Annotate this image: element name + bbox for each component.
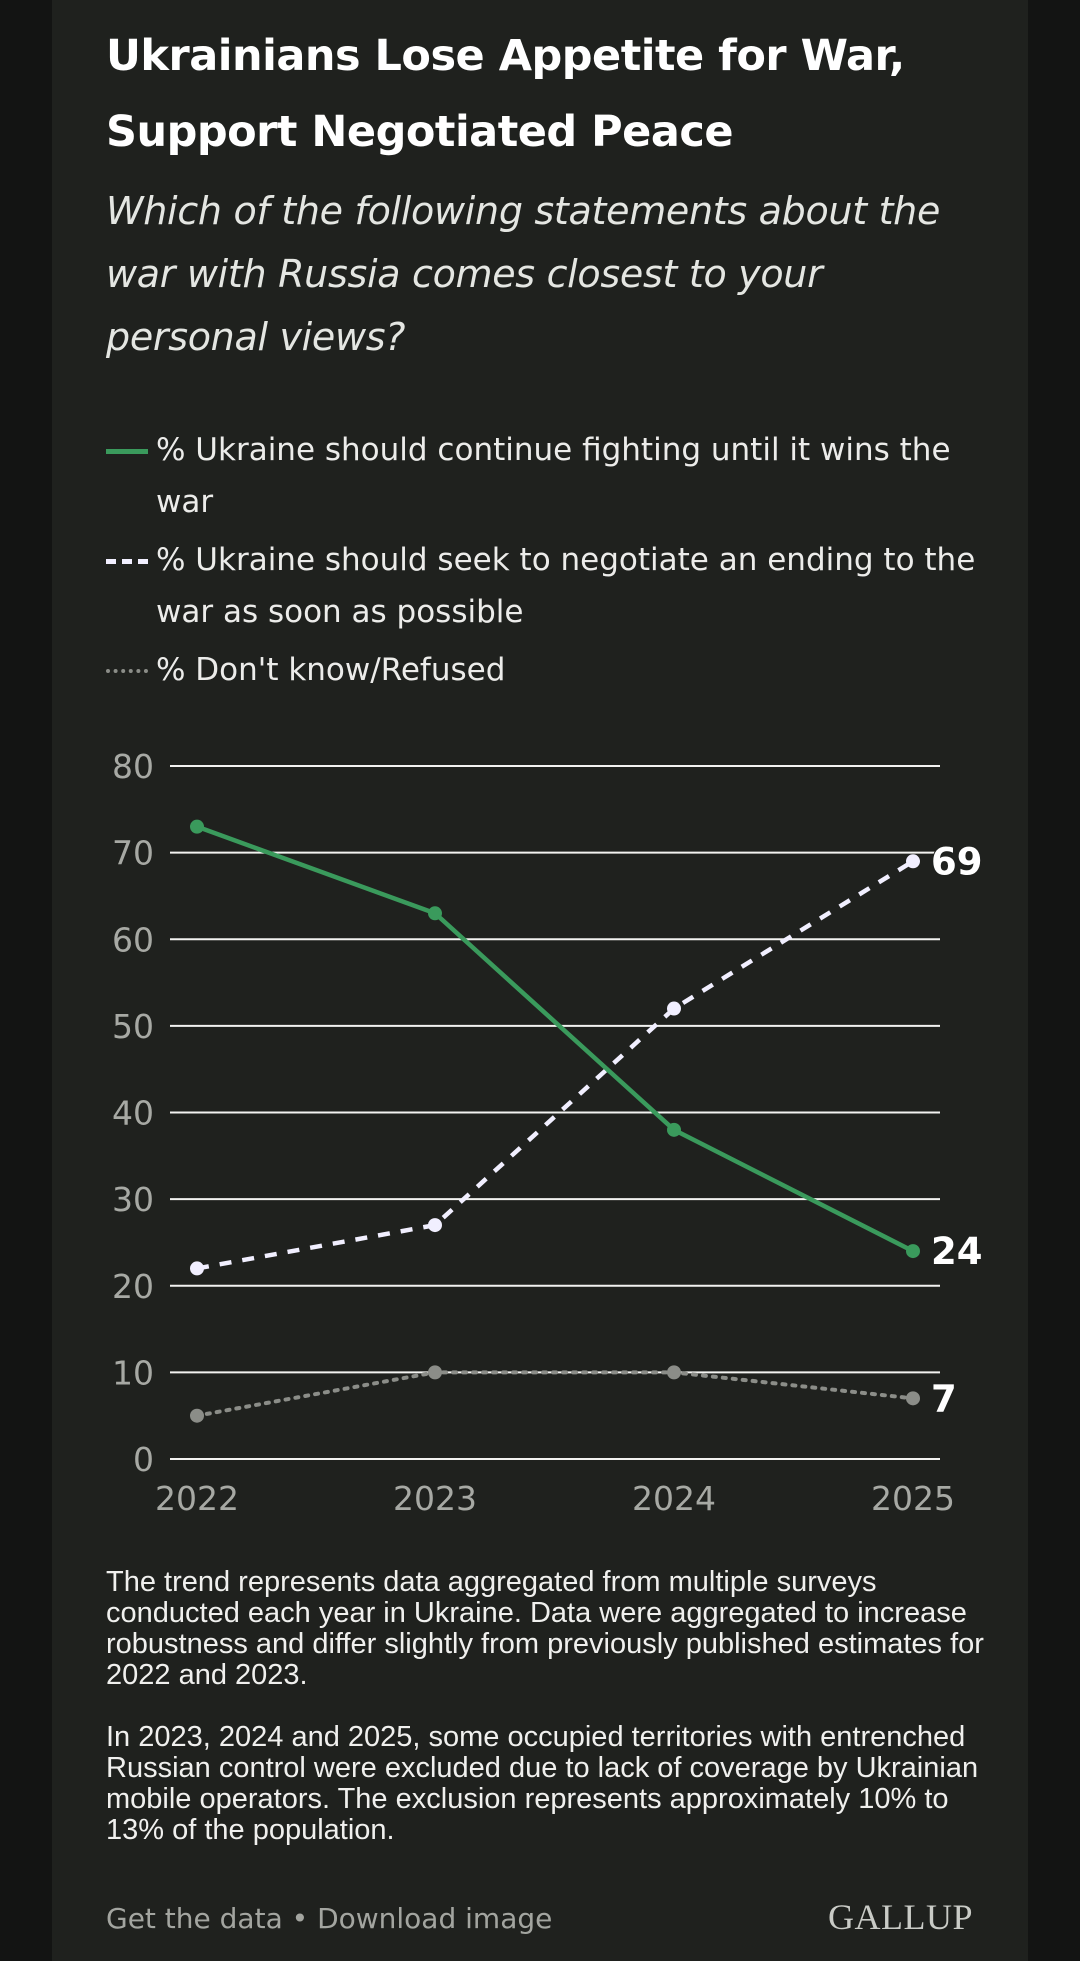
legend-swatch-dotted <box>106 669 148 673</box>
x-tick-label: 2024 <box>632 1479 716 1518</box>
download-image-link[interactable]: Download image <box>317 1902 553 1935</box>
line-chart: 0 10 20 30 40 50 60 70 80 2022 2023 2024 2025 7 69 24 <box>112 747 984 1518</box>
x-tick-label: 2022 <box>155 1479 239 1518</box>
x-tick-label: 2025 <box>871 1479 955 1518</box>
legend-item-negotiate: % Ukraine should seek to negotiate an en… <box>106 534 986 638</box>
y-tick-label: 60 <box>112 920 154 959</box>
legend-label-dont-know: % Don't know/Refused <box>156 652 506 688</box>
data-point <box>428 906 442 921</box>
chart-legend: % Ukraine should continue fighting until… <box>106 424 986 702</box>
data-point <box>190 1408 204 1423</box>
data-point <box>190 819 204 834</box>
end-value-label: 69 <box>931 840 983 883</box>
series-line <box>196 859 915 1271</box>
get-data-link[interactable]: Get the data <box>106 1902 283 1935</box>
y-tick-label: 70 <box>112 834 154 873</box>
legend-item-dont-know: % Don't know/Refused <box>106 644 986 696</box>
end-value-label: 24 <box>931 1230 983 1273</box>
legend-swatch-solid <box>106 449 148 454</box>
footer-separator: • <box>291 1902 309 1935</box>
y-tick-label: 0 <box>133 1440 154 1479</box>
gallup-logo: GALLUP <box>828 1897 973 1937</box>
footer-links: Get the data • Download image <box>106 1900 552 1938</box>
chart-subtitle: Which of the following statements about … <box>106 189 941 359</box>
series-line <box>196 824 915 1254</box>
end-value-label: 7 <box>931 1377 957 1420</box>
data-point <box>667 1001 681 1016</box>
chart-card <box>52 0 1028 1961</box>
data-point <box>906 1391 920 1406</box>
exclusion-note: In 2023, 2024 and 2025, some occupied te… <box>106 1721 979 1846</box>
legend-item-fighting: % Ukraine should continue fighting until… <box>106 424 986 528</box>
data-point <box>428 1365 442 1380</box>
x-tick-label: 2023 <box>393 1479 477 1518</box>
data-point <box>190 1261 204 1276</box>
data-point <box>906 1244 920 1259</box>
data-point <box>906 854 920 869</box>
methodology-note: The trend represents data aggregated fro… <box>106 1566 984 1691</box>
data-point <box>667 1122 681 1137</box>
legend-label-negotiate: % Ukraine should seek to negotiate an en… <box>156 542 976 630</box>
y-tick-label: 10 <box>112 1353 154 1392</box>
y-tick-label: 30 <box>112 1180 154 1219</box>
legend-label-fighting: % Ukraine should continue fighting until… <box>156 432 951 520</box>
y-tick-label: 50 <box>112 1007 154 1046</box>
data-point <box>667 1365 681 1380</box>
series-line <box>195 1370 915 1418</box>
legend-swatch-dashed <box>106 559 148 564</box>
chart-title: Ukrainians Lose Appetite for War, Suppor… <box>106 31 905 157</box>
y-tick-label: 40 <box>112 1094 154 1133</box>
y-tick-label: 80 <box>112 747 154 786</box>
y-tick-label: 20 <box>112 1267 154 1306</box>
data-point <box>428 1218 442 1233</box>
